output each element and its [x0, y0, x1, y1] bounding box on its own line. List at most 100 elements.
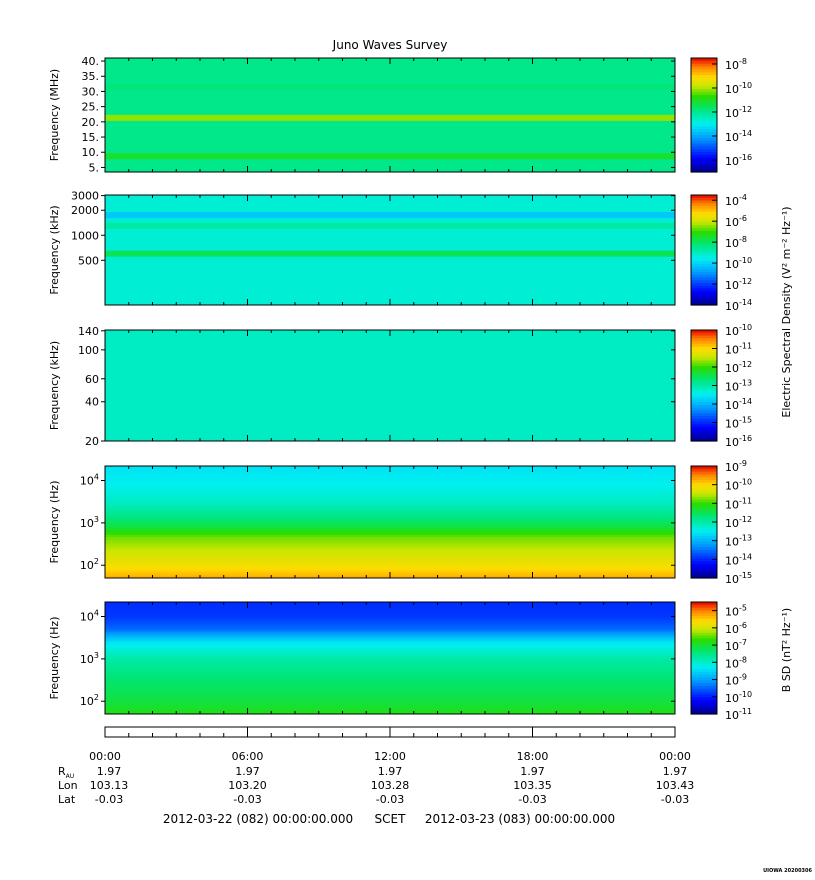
- colorbar-step: [691, 432, 717, 437]
- colorbar-tick-label: 10-8: [725, 235, 747, 250]
- intensity-row: [105, 616, 675, 620]
- colorbar-labels: Electric Spectral Density (V² m⁻² Hz⁻¹) …: [780, 206, 793, 692]
- colorbar-step: [691, 477, 717, 481]
- spectrogram-fill: [105, 466, 675, 578]
- colorbar-step: [691, 575, 717, 579]
- ephemeris-value: 103.35: [513, 779, 552, 792]
- colorbar-step: [691, 618, 717, 623]
- intensity-row: [105, 674, 675, 678]
- colorbar-step: [691, 244, 717, 248]
- colorbar-step: [691, 352, 717, 356]
- colorbar-tick-label: 10-10: [725, 81, 752, 96]
- colorbar-step: [691, 75, 717, 79]
- emission-band: [105, 212, 675, 219]
- colorbar-step: [691, 143, 717, 147]
- colorbar-step: [691, 524, 717, 529]
- intensity-row: [105, 615, 675, 618]
- colorbar-tick-label: 10-9: [725, 673, 747, 688]
- intensity-row: [105, 518, 675, 521]
- intensity-row: [105, 510, 675, 514]
- colorbar-step: [691, 83, 717, 88]
- colorbar-step: [691, 672, 717, 676]
- colorbar-step: [691, 635, 717, 639]
- colorbar-step: [691, 203, 717, 207]
- ephemeris-row-label: Lat: [58, 793, 76, 806]
- time-axis: 00:00 06:00 12:00 18:00 00:00 RAU 1.97 1.97 1.97…: [58, 726, 695, 806]
- colorbar-step: [691, 154, 717, 159]
- colorbar-step: [691, 291, 717, 295]
- intensity-row: [105, 507, 675, 510]
- y-tick-label: 102: [80, 557, 99, 572]
- colorbar-step: [691, 496, 717, 501]
- colorbar-step: [691, 424, 717, 428]
- colorbar: 10-10 10-11 10-12 10-13 10-14 10-15 10-16: [690, 323, 752, 449]
- intensity-row: [105, 531, 675, 534]
- colorbar-step: [691, 146, 717, 150]
- colorbar-step: [691, 277, 717, 281]
- y-axis-label: Frequency (MHz): [48, 69, 61, 161]
- colorbar-step: [691, 396, 717, 400]
- intensity-row: [105, 516, 675, 519]
- intensity-row: [105, 499, 675, 503]
- colorbar: 10-5 10-6 10-7 10-8 10-9 10-10 10-11: [690, 601, 752, 722]
- intensity-row: [105, 607, 675, 611]
- intensity-row: [105, 473, 675, 476]
- intensity-row: [105, 512, 675, 516]
- y-axis-label: Frequency (Hz): [48, 617, 61, 700]
- panel-1: 40. 35. 30. 25. 20. 15. 10. 5. Frequency (MHz) 10…: [48, 55, 752, 174]
- colorbar-step: [691, 427, 717, 431]
- colorbar-step: [691, 109, 717, 113]
- intensity-row: [105, 482, 675, 486]
- colorbar-step: [691, 691, 717, 695]
- colorbar-step: [691, 632, 717, 637]
- colorbar-step: [691, 261, 717, 265]
- colorbar-step: [691, 399, 717, 403]
- colorbar-step: [691, 418, 717, 423]
- emission-band: [105, 250, 675, 257]
- intensity-row: [105, 661, 675, 665]
- colorbar-step: [691, 269, 717, 273]
- intensity-row: [105, 557, 675, 560]
- colorbar-step: [691, 241, 717, 246]
- colorbar-step: [691, 538, 717, 543]
- ephemeris-value: 1.97: [520, 765, 545, 778]
- intensity-row: [105, 637, 675, 640]
- y-tick-label: 30.: [82, 85, 100, 98]
- intensity-row: [105, 693, 675, 696]
- intensity-row: [105, 669, 675, 672]
- y-axis-label: Frequency (Hz): [48, 481, 61, 564]
- intensity-row: [105, 497, 675, 501]
- colorbar-tick-label: 10-5: [725, 604, 747, 619]
- colorbar-step: [691, 466, 717, 470]
- colorbar-step: [691, 604, 717, 609]
- spectrogram-fill: [105, 330, 675, 441]
- colorbar-step: [691, 160, 717, 165]
- intensity-row: [105, 475, 675, 478]
- colorbar-tick-label: 10-13: [725, 534, 752, 549]
- ephemeris-value: 103.28: [371, 779, 410, 792]
- colorbar-tick-label: 10-11: [725, 496, 752, 511]
- colorbar-step: [691, 666, 717, 670]
- colorbar-step: [691, 92, 717, 96]
- colorbar-step: [691, 274, 717, 279]
- colorbar-step: [691, 627, 717, 631]
- intensity-row: [105, 546, 675, 549]
- intensity-row: [105, 505, 675, 508]
- ephemeris-value: 103.43: [656, 779, 695, 792]
- colorbar-step: [691, 115, 717, 119]
- colorbar-step: [691, 368, 717, 373]
- colorbar-step: [691, 272, 717, 276]
- colorbar-step: [691, 126, 717, 130]
- colorbar-step: [691, 255, 717, 259]
- intensity-row: [105, 501, 675, 504]
- emission-band: [105, 153, 675, 160]
- intensity-row: [105, 702, 675, 706]
- colorbar-step: [691, 140, 717, 145]
- intensity-row: [105, 563, 675, 566]
- y-axis-label: Frequency (kHz): [48, 341, 61, 430]
- intensity-row: [105, 691, 675, 695]
- intensity-row: [105, 564, 675, 568]
- colorbar-step: [691, 558, 717, 562]
- intensity-row: [105, 555, 675, 559]
- ephemeris-value: -0.03: [233, 793, 261, 806]
